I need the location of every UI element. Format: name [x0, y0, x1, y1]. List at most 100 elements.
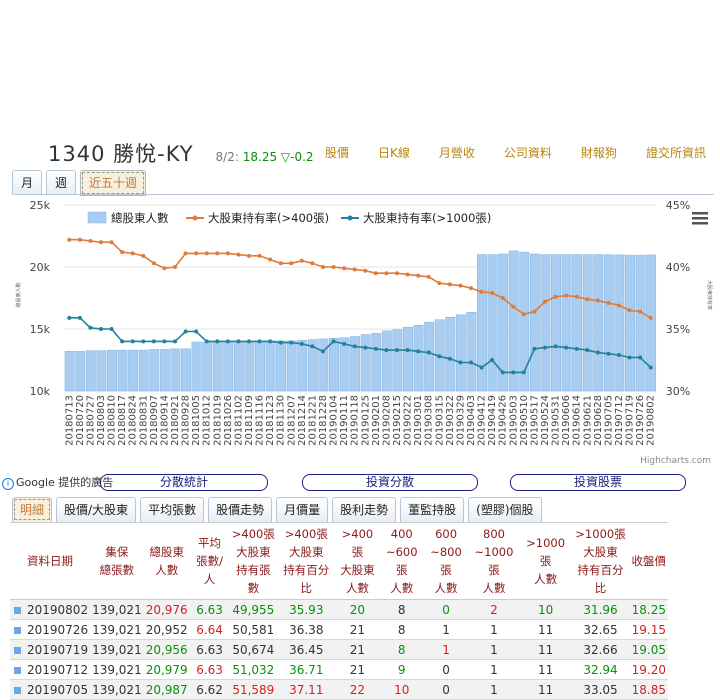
quote-date: 8/2:	[215, 150, 239, 164]
header-line: ~600張	[385, 545, 418, 577]
ad-button-invest-stocks[interactable]: 投資股票	[510, 474, 686, 491]
tab-price-major-holders[interactable]: 股價/大股東	[56, 497, 137, 522]
ad-row: i Google 提供的廣告 分散統計 投資分散 投資股票	[0, 472, 720, 492]
table-row[interactable]: 20190705 139,021 20,987 6.62 51,589 37.11 22 10…	[10, 679, 668, 700]
gt400-point	[130, 251, 135, 256]
gt1000-point	[310, 344, 315, 349]
cell-value: 20190802	[27, 602, 89, 617]
cell-value: 11	[537, 662, 554, 677]
cell-800-1000: 1	[468, 639, 520, 660]
cell-value: 20190712	[27, 662, 89, 677]
y-right-tick: 35%	[666, 323, 690, 336]
bar	[561, 254, 572, 392]
link-company[interactable]: 公司資料	[503, 146, 552, 160]
gt400-point	[109, 240, 114, 245]
x-tick-label: 20180727	[85, 395, 96, 446]
gt400-point	[543, 299, 547, 304]
hamburger-icon[interactable]	[692, 212, 708, 225]
link-kline[interactable]: 日K線	[378, 146, 410, 160]
x-tick-label: 20180803	[96, 395, 107, 446]
cell-gt1000-pct: 32.65	[571, 619, 630, 640]
x-tick-label: 20180921	[170, 395, 181, 446]
header-line: 持有百分比	[577, 563, 624, 595]
cell-value: 37.11	[289, 682, 324, 697]
y-right-tick: 30%	[666, 385, 690, 398]
cell-value: 20190726	[27, 622, 89, 637]
tab-week[interactable]: 週	[46, 170, 77, 195]
header-line: 張數/人	[196, 554, 223, 586]
x-tick-label: 20180824	[128, 395, 139, 446]
cell-value: 6.63	[196, 662, 223, 677]
gt1000-point	[617, 353, 621, 358]
gt1000-point	[648, 365, 653, 370]
gt1000-point	[120, 339, 125, 344]
header-line: 人數	[534, 572, 558, 586]
cell-value: 139,021	[92, 682, 142, 697]
tab-director-holdings[interactable]: 董監持股	[400, 497, 465, 522]
gt400-point	[225, 251, 230, 256]
header-line: 人數	[345, 581, 369, 595]
ad-button-investment-diversification[interactable]: 投資分散	[302, 474, 478, 491]
gt400-point	[321, 265, 325, 269]
table-row[interactable]: 20190802 139,021 20,976 6.63 49,955 35.93 20 8 0…	[10, 599, 668, 620]
cell-date: 20190705	[10, 679, 91, 700]
link-twse[interactable]: 證交所資訊	[645, 146, 706, 160]
x-tick-label: 20190510	[519, 395, 530, 446]
cell-value: 18.85	[631, 682, 666, 697]
period-tabs: 月 週 近五十週	[12, 170, 150, 196]
table-header-row: 資料日期 集保 總張數 總股東 人數 平均 張數/人 >400張 大股東 持有張數 >400張 大股東…	[10, 522, 668, 600]
gt1000-point	[299, 341, 304, 346]
bar	[191, 341, 202, 392]
gt400-point	[553, 294, 558, 299]
cell-gt400-pct: 36.45	[277, 639, 336, 660]
gt400-point	[299, 258, 304, 263]
cell-value: 0	[442, 662, 450, 677]
ad-button-distribution-stats[interactable]: 分散統計	[100, 474, 268, 491]
gt400-point	[416, 273, 421, 278]
info-icon[interactable]: i	[2, 478, 14, 490]
tab-dividend-trend[interactable]: 股利走勢	[332, 497, 397, 522]
cell-value: 51,032	[232, 662, 275, 677]
cell-value: 10	[394, 682, 410, 697]
gt400-point	[194, 251, 199, 256]
cell-value: 31.96	[583, 602, 618, 617]
tab-detail[interactable]: 明細	[12, 497, 53, 522]
table-row[interactable]: 20190712 139,021 20,979 6.63 51,032 36.71 21 9 0…	[10, 659, 668, 680]
header-avg-lots: 平均 張數/人	[190, 523, 230, 600]
header-holders: 總股東 人數	[144, 523, 190, 600]
gt1000-point	[215, 339, 220, 344]
tab-monthly-volume[interactable]: 月價量	[276, 497, 329, 522]
x-tick-label: 20190315	[434, 395, 445, 446]
tab-price-trend[interactable]: 股價走勢	[208, 497, 273, 522]
cell-value: 139,021	[92, 622, 142, 637]
gt1000-point	[342, 341, 347, 346]
x-tick-label: 20180914	[159, 395, 170, 446]
tab-plastics-stocks[interactable]: (塑膠)個股	[468, 497, 542, 522]
link-price[interactable]: 股價	[325, 146, 350, 160]
tab-month[interactable]: 月	[12, 170, 43, 195]
cell-gt1000-pct: 33.05	[571, 679, 630, 700]
cell-600-800: 1	[423, 619, 469, 640]
chart-container: 10k 15k 20k 25k 30% 35% 40% 45% 總股東人數 大股東持有率 20180…	[14, 194, 714, 467]
table-row[interactable]: 20190726 139,021 20,952 6.64 50,581 36.38 21 8 1…	[10, 619, 668, 640]
cell-value: 0	[442, 682, 450, 697]
link-revenue[interactable]: 月營收	[438, 146, 475, 160]
x-tick-label: 20190125	[360, 395, 371, 446]
bar	[487, 254, 498, 392]
gt400-point	[141, 253, 146, 258]
x-tick-label: 20190201	[371, 395, 382, 446]
gt400-point	[648, 315, 653, 320]
x-tick-label: 20181005	[191, 395, 202, 446]
table-row[interactable]: 20190719 139,021 20,956 6.63 50,674 36.45 21 8 1…	[10, 639, 668, 660]
bar	[519, 251, 530, 392]
x-tick-label: 20181207	[286, 395, 297, 446]
tab-fifty-weeks[interactable]: 近五十週	[80, 170, 147, 196]
hamburger-bar	[692, 222, 708, 225]
link-statementdog[interactable]: 財報狗	[580, 146, 617, 160]
cell-value: 20190705	[27, 682, 89, 697]
cell-date: 20190719	[10, 639, 91, 660]
x-tick-label: 20181109	[244, 395, 255, 446]
google-ads-label: i Google 提供的廣告	[2, 474, 113, 490]
gt400-point	[405, 272, 410, 277]
tab-average-lots[interactable]: 平均張數	[140, 497, 205, 522]
